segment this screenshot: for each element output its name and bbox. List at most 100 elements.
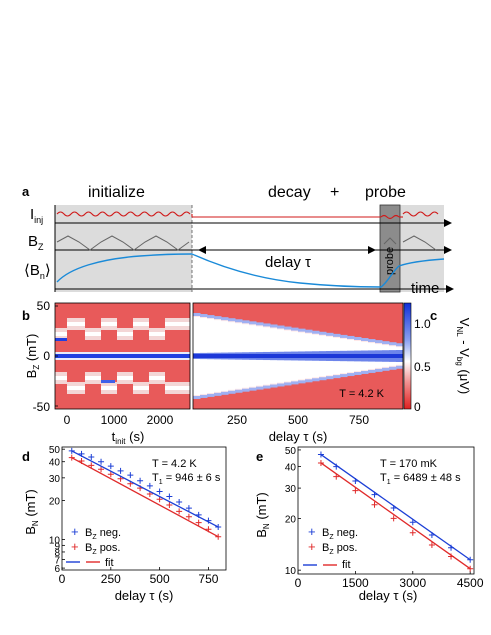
- heatmap-xtick-0: 0: [64, 413, 71, 427]
- panel-e-frame: [297, 446, 475, 575]
- data-point: [166, 493, 173, 500]
- data-point: [166, 501, 173, 508]
- legend-d-neg-label: BZ neg.: [85, 527, 121, 541]
- data-point: [107, 471, 114, 478]
- probe-box-label: probe: [384, 247, 396, 275]
- cbar-tick-05: 0.5: [414, 360, 431, 374]
- legend-e-fit-label: fit: [342, 559, 351, 571]
- bn-label: ⟨Bn⟩: [24, 262, 51, 281]
- data-point: [185, 505, 192, 512]
- panel-d-ylabel: BN (mT): [23, 489, 40, 535]
- fit-line: [71, 450, 219, 528]
- phase-plus-label: +: [330, 184, 339, 201]
- heatmap-ytick-50: 50: [37, 299, 51, 313]
- panel-a-label: a: [22, 184, 30, 199]
- xtick-label: 250: [101, 572, 121, 586]
- ytick-label: 20: [285, 514, 297, 525]
- panel-a: a initialize decay + probe Iinj BZ ⟨Bn⟩: [22, 184, 454, 297]
- data-point: [409, 519, 416, 526]
- data-point: [428, 542, 435, 549]
- ytick-label: 10: [49, 535, 61, 546]
- panel-d-temperature: T = 4.2 K: [152, 458, 197, 470]
- ytick-label: 10: [285, 566, 297, 577]
- data-point: [88, 454, 95, 461]
- colorbar-label: VNL - Vbg (μV): [455, 318, 472, 394]
- panel-b: b T = 4.2 K 50 0 -50 BZ (mT) 0 1000 2000…: [22, 299, 404, 446]
- data-point: [409, 529, 416, 536]
- reinit-shading: [400, 205, 444, 292]
- bz-triangle-wave: [56, 235, 190, 251]
- panel-e-legend: + BZ neg. + BZ pos. fit: [303, 524, 358, 571]
- heatmap-xtick-500: 500: [288, 413, 308, 427]
- heatmap-xtick-1000: 1000: [101, 413, 128, 427]
- colorbar: [403, 302, 412, 410]
- heatmap-init: [55, 303, 190, 409]
- data-point: [68, 454, 75, 461]
- data-point: [467, 556, 474, 563]
- cbar-tick-1: 1.0: [414, 317, 431, 331]
- xtick-label: 750: [198, 572, 218, 586]
- panel-d-xlabel: delay τ (s): [115, 588, 174, 603]
- data-point: [195, 519, 202, 526]
- ytick-label: 40: [285, 463, 297, 474]
- heatmap-temperature: T = 4.2 K: [339, 388, 384, 400]
- data-point: [127, 472, 134, 479]
- heatmap-ytick-neg50: -50: [33, 400, 51, 414]
- bz-label: BZ: [28, 233, 44, 252]
- ytick-label: 7: [54, 555, 60, 566]
- time-label: time: [411, 280, 439, 297]
- cbar-tick-0: 0: [414, 400, 421, 414]
- iinj-label: Iinj: [30, 206, 43, 225]
- xtick-label: 4500: [457, 576, 484, 590]
- delay-label: delay τ: [265, 254, 311, 271]
- legend-e-neg-label: BZ neg.: [322, 527, 358, 541]
- legend-d-neg-marker: +: [71, 524, 79, 539]
- ytick-label: 9: [54, 541, 60, 552]
- data-point: [107, 463, 114, 470]
- phase-probe-label: probe: [365, 184, 406, 201]
- data-point: [185, 513, 192, 520]
- data-point: [371, 501, 378, 508]
- data-point: [467, 565, 474, 572]
- initialize-shading: [55, 205, 192, 292]
- panel-c-label: c: [430, 308, 437, 323]
- heatmap-ytick-0: 0: [43, 349, 50, 363]
- fit-line: [320, 454, 471, 561]
- xtick-label: 0: [295, 576, 302, 590]
- data-point: [176, 508, 183, 515]
- ytick-label: 20: [49, 497, 61, 508]
- panel-e-temperature: T = 170 mK: [380, 458, 438, 470]
- heatmap-delay-frame: [192, 302, 404, 410]
- data-point: [117, 467, 124, 474]
- heatmap-xtick-250: 250: [227, 413, 247, 427]
- bn-curve: [56, 253, 445, 288]
- panel-e: e 0 1500 3000 4500 10 20 30 40 50 T = 170 mK T1 …: [254, 446, 484, 603]
- data-point: [98, 466, 105, 473]
- ytick-label: 30: [285, 484, 297, 495]
- xtick-label: 0: [59, 572, 66, 586]
- xtick-label: 500: [150, 572, 170, 586]
- panel-d-label: d: [22, 449, 30, 464]
- data-point: [156, 488, 163, 495]
- delay-arrow-left: [198, 246, 206, 254]
- fit-line: [71, 457, 219, 538]
- ytick-label: 50: [285, 446, 297, 457]
- panel-e-plot: 0 1500 3000 4500 10 20 30 40 50: [285, 446, 484, 590]
- xtick-label: 3000: [399, 576, 426, 590]
- delay-arrow-right: [368, 246, 376, 254]
- legend-d-fit-label: fit: [105, 557, 114, 569]
- panel-b-label: b: [22, 308, 30, 323]
- axis-arrowheads: [444, 219, 454, 293]
- data-point: [98, 458, 105, 465]
- data-point: [390, 515, 397, 522]
- data-point: [352, 487, 359, 494]
- iinj-oscillation-init: [56, 211, 191, 217]
- data-point: [176, 499, 183, 506]
- panel-d-frame: [61, 446, 227, 571]
- data-point: [88, 462, 95, 469]
- data-point: [146, 482, 153, 489]
- probe-box: [379, 204, 401, 293]
- data-point: [137, 477, 144, 484]
